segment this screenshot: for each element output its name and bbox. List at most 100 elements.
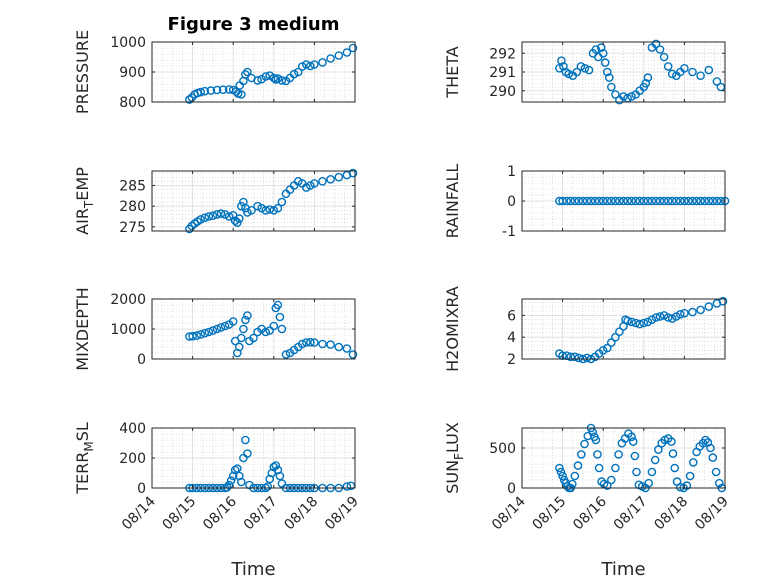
data-point (706, 443, 715, 453)
data-point (650, 455, 660, 465)
data-point (623, 196, 632, 206)
data-point (651, 196, 661, 206)
data-point (655, 45, 665, 54)
data-point (216, 209, 226, 218)
data-point (305, 181, 315, 190)
data-point (234, 342, 244, 352)
data-point (281, 350, 291, 359)
ytick-label: 1000 (110, 35, 146, 51)
data-point (689, 458, 698, 467)
data-point (236, 477, 246, 487)
data-point (555, 463, 564, 473)
data-point (277, 76, 287, 85)
data-point (289, 69, 299, 79)
data-point (593, 450, 602, 459)
data-point (275, 471, 285, 481)
data-point (297, 339, 307, 349)
ytick-label: 6 (507, 308, 516, 324)
data-point (668, 449, 678, 458)
data-point (603, 67, 612, 77)
ytick-label: 280 (119, 199, 146, 215)
xtick-label: 08/15 (160, 494, 200, 534)
data-point (342, 48, 352, 57)
data-point (208, 211, 218, 220)
subplot-3: 275 280 285 AIRTEMP (73, 167, 358, 236)
data-point (269, 321, 279, 331)
data-point (305, 61, 315, 71)
data-point (310, 60, 319, 69)
data-point (628, 437, 638, 446)
data-point (584, 65, 594, 75)
ytick-label: 292 (489, 46, 516, 62)
ylabel: H2OMIXRA (443, 286, 462, 372)
data-point (241, 315, 250, 325)
data-point (655, 312, 665, 321)
data-point (243, 449, 252, 458)
data-point (334, 172, 344, 182)
data-point (594, 196, 604, 206)
data-point (326, 340, 335, 349)
data-point (676, 309, 685, 319)
data-point (614, 450, 623, 459)
xtick-label: 08/18 (281, 494, 321, 534)
data-point (318, 58, 327, 67)
data-point (654, 445, 663, 454)
data-point (663, 62, 673, 71)
data-point (718, 296, 728, 306)
data-point (277, 324, 287, 334)
data-point (715, 478, 724, 488)
ytick-label: 0 (137, 481, 146, 497)
data-point (301, 60, 311, 69)
data-point (243, 67, 252, 77)
data-point (558, 471, 567, 481)
data-point (598, 49, 608, 58)
data-point (236, 333, 246, 343)
data-point (711, 467, 721, 477)
data-point (236, 90, 246, 99)
data-point (611, 90, 620, 99)
ytick-label: 2000 (110, 292, 146, 308)
data-point (200, 213, 210, 223)
data-point (596, 43, 606, 52)
subplot-2: 290 291 292 THETA (443, 39, 726, 105)
data-point (688, 307, 697, 317)
ytick-label: 4 (507, 330, 516, 346)
ytick-label: 0 (507, 194, 516, 210)
data-point (557, 56, 566, 66)
data-point (639, 318, 649, 328)
data-point (265, 205, 275, 214)
data-point (615, 196, 624, 206)
data-point (222, 482, 232, 492)
data-point (576, 62, 586, 71)
data-point (232, 218, 242, 227)
data-series (185, 43, 358, 104)
xlabel: Time (230, 559, 275, 580)
data-point (188, 331, 197, 341)
data-point (704, 65, 714, 75)
data-point (688, 67, 697, 77)
ylabel: MIXDEPTH (73, 287, 92, 370)
data-point (257, 203, 266, 213)
data-point (619, 92, 628, 101)
data-point (574, 353, 584, 363)
subplot-1: 800 900 1000 PRESSURE Figure 3 medium (73, 14, 358, 114)
ytick-label: 200 (119, 451, 146, 467)
data-point (611, 463, 620, 473)
data-point (712, 77, 722, 86)
axes-box (521, 427, 726, 489)
ytick-label: 500 (489, 441, 516, 457)
data-point (216, 323, 226, 332)
data-point (635, 196, 645, 206)
ylabel: AIRTEMP (73, 167, 96, 235)
ylabel: TERRMSL (73, 422, 96, 495)
minor-grid (522, 428, 725, 488)
xtick-label: 08/19 (322, 494, 362, 534)
data-point (348, 350, 358, 359)
data-point (570, 352, 580, 362)
data-point (241, 435, 250, 445)
data-point (580, 439, 589, 449)
xlabel: Time (600, 559, 645, 580)
data-point (218, 85, 228, 94)
data-point (556, 467, 566, 477)
data-point (269, 205, 279, 215)
